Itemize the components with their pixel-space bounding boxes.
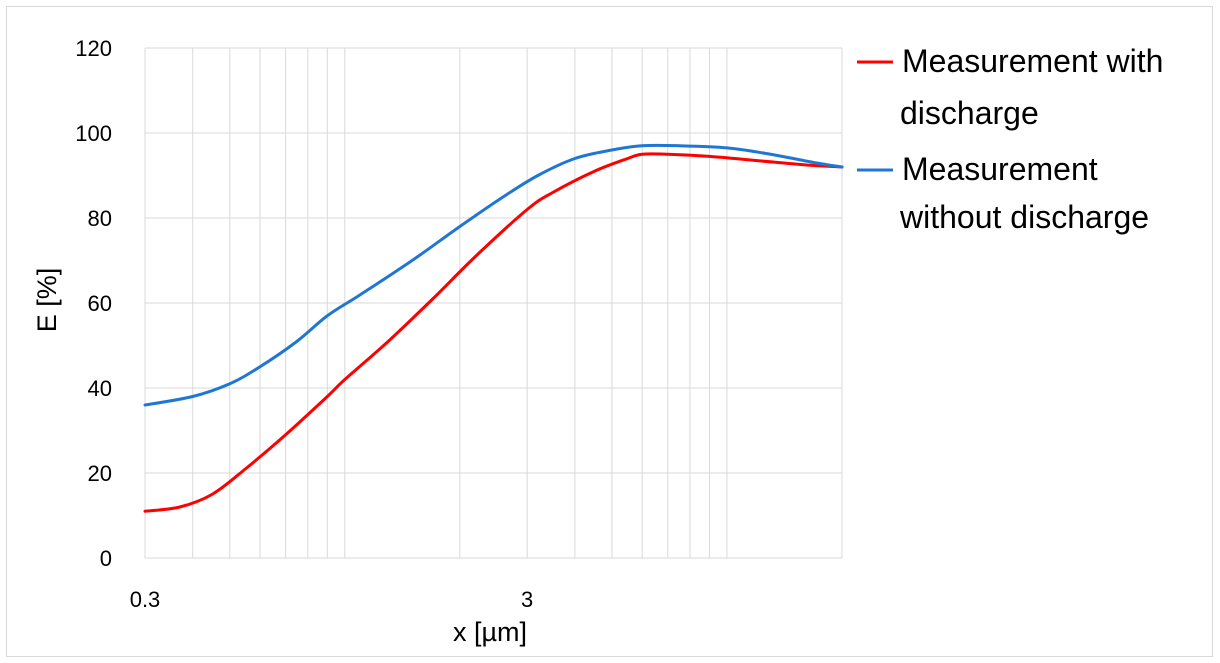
series-line-2 [143, 143, 844, 407]
y-tick-labels: 0 20 40 60 80 100 120 [75, 36, 112, 571]
y-tick-label: 80 [88, 206, 112, 231]
y-tick-label: 20 [88, 461, 112, 486]
y-tick-label: 60 [88, 291, 112, 316]
y-axis-title: E [%] [32, 268, 62, 333]
chart-frame [6, 6, 1213, 657]
x-tick-label: 0.3 [130, 587, 161, 612]
x-tick-labels: 0.3 3 [130, 587, 534, 612]
series-line-1 [143, 152, 844, 513]
legend-label-1: Measurement with discharge [900, 43, 1163, 131]
gridlines [144, 47, 843, 559]
x-axis-title: x [µm] [453, 617, 527, 647]
legend-label-2: Measurement without discharge [899, 151, 1149, 235]
x-tick-label: 3 [521, 587, 533, 612]
y-tick-label: 0 [100, 546, 112, 571]
y-tick-label: 120 [75, 36, 112, 61]
y-tick-label: 40 [88, 376, 112, 401]
series-lines [143, 143, 844, 513]
y-tick-label: 100 [75, 121, 112, 146]
legend: Measurement with discharge Measurement with… [857, 43, 1163, 235]
